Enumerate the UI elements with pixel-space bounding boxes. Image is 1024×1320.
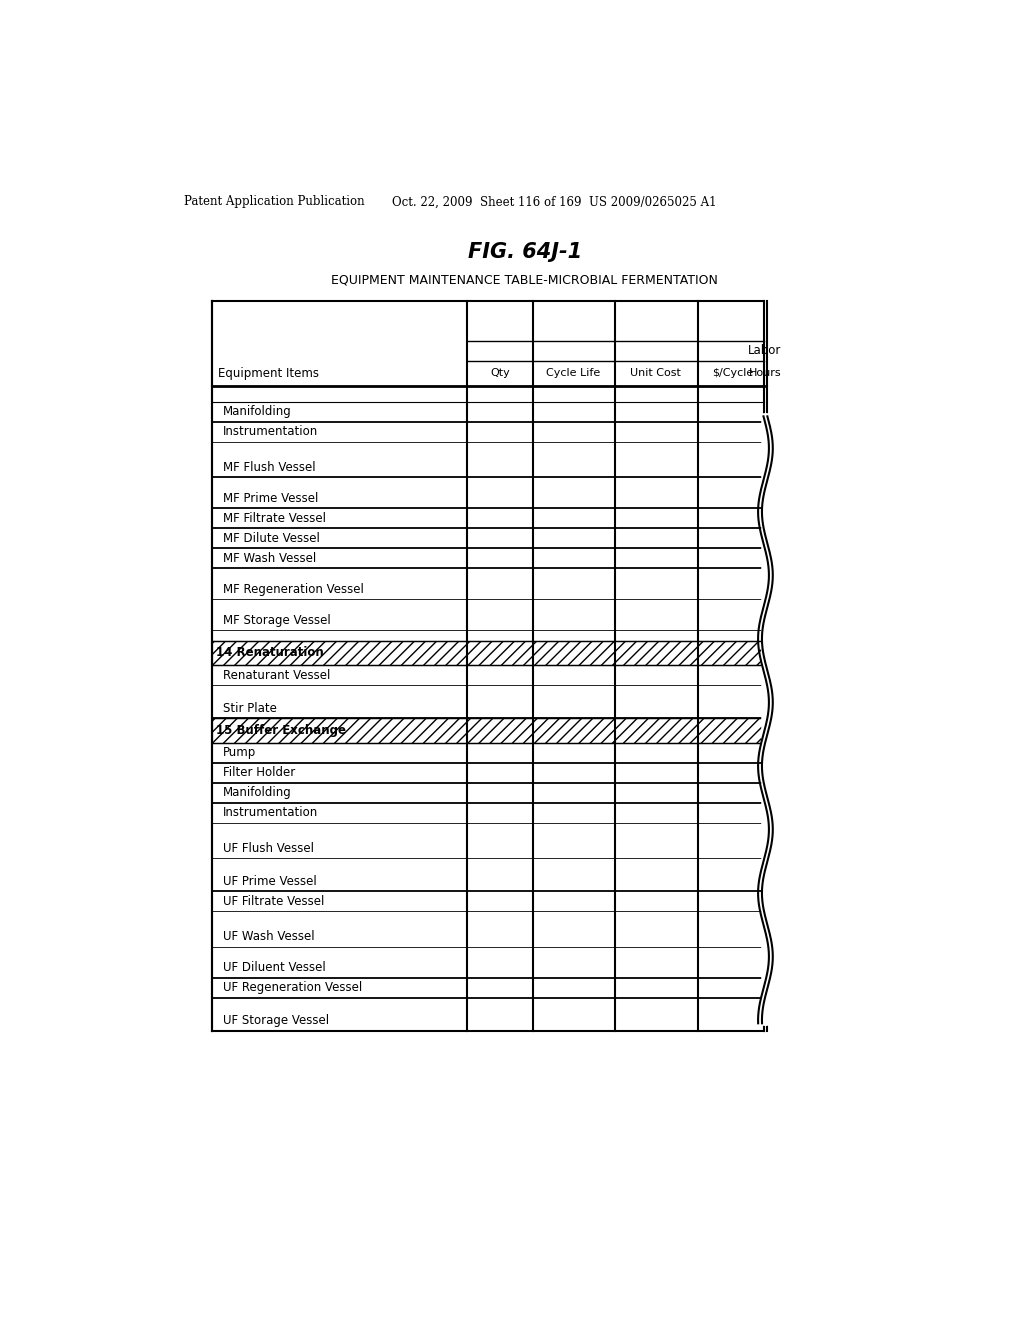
Text: Manifolding: Manifolding bbox=[222, 405, 291, 418]
Text: Labor: Labor bbox=[749, 345, 781, 358]
Text: UF Wash Vessel: UF Wash Vessel bbox=[222, 931, 314, 944]
Text: Stir Plate: Stir Plate bbox=[222, 702, 276, 715]
Text: Equipment Items: Equipment Items bbox=[218, 367, 318, 380]
Bar bbox=[212, 642, 764, 665]
Text: UF Storage Vessel: UF Storage Vessel bbox=[222, 1015, 329, 1027]
Text: Renaturant Vessel: Renaturant Vessel bbox=[222, 669, 330, 681]
Bar bbox=[212, 718, 764, 743]
Text: MF Wash Vessel: MF Wash Vessel bbox=[222, 552, 315, 565]
Text: MF Dilute Vessel: MF Dilute Vessel bbox=[222, 532, 319, 545]
Text: Qty: Qty bbox=[490, 368, 510, 379]
Text: 14 Renaturation: 14 Renaturation bbox=[216, 647, 325, 659]
Text: Filter Holder: Filter Holder bbox=[222, 766, 295, 779]
Text: UF Diluent Vessel: UF Diluent Vessel bbox=[222, 961, 326, 974]
Text: Cycle Life: Cycle Life bbox=[547, 368, 601, 379]
Text: UF Prime Vessel: UF Prime Vessel bbox=[222, 875, 316, 888]
Text: Instrumentation: Instrumentation bbox=[222, 807, 317, 820]
Text: MF Filtrate Vessel: MF Filtrate Vessel bbox=[222, 512, 326, 524]
Text: FIG. 64J-1: FIG. 64J-1 bbox=[468, 242, 582, 261]
Text: Pump: Pump bbox=[222, 746, 256, 759]
Text: Hours: Hours bbox=[749, 368, 781, 379]
Text: Manifolding: Manifolding bbox=[222, 785, 291, 799]
Text: Unit Cost: Unit Cost bbox=[631, 368, 681, 379]
Text: UF Flush Vessel: UF Flush Vessel bbox=[222, 842, 313, 854]
Text: MF Regeneration Vessel: MF Regeneration Vessel bbox=[222, 582, 364, 595]
Text: UF Regeneration Vessel: UF Regeneration Vessel bbox=[222, 981, 361, 994]
Text: UF Filtrate Vessel: UF Filtrate Vessel bbox=[222, 895, 324, 908]
Text: 15 Buffer Exchange: 15 Buffer Exchange bbox=[216, 723, 346, 737]
Text: MF Prime Vessel: MF Prime Vessel bbox=[222, 491, 317, 504]
Text: $/Cycle: $/Cycle bbox=[712, 368, 753, 379]
Text: Instrumentation: Instrumentation bbox=[222, 425, 317, 438]
Text: Oct. 22, 2009  Sheet 116 of 169  US 2009/0265025 A1: Oct. 22, 2009 Sheet 116 of 169 US 2009/0… bbox=[391, 195, 716, 209]
Text: MF Storage Vessel: MF Storage Vessel bbox=[222, 614, 331, 627]
Text: Patent Application Publication: Patent Application Publication bbox=[183, 195, 365, 209]
Text: EQUIPMENT MAINTENANCE TABLE-MICROBIAL FERMENTATION: EQUIPMENT MAINTENANCE TABLE-MICROBIAL FE… bbox=[332, 275, 718, 286]
Text: MF Flush Vessel: MF Flush Vessel bbox=[222, 461, 315, 474]
